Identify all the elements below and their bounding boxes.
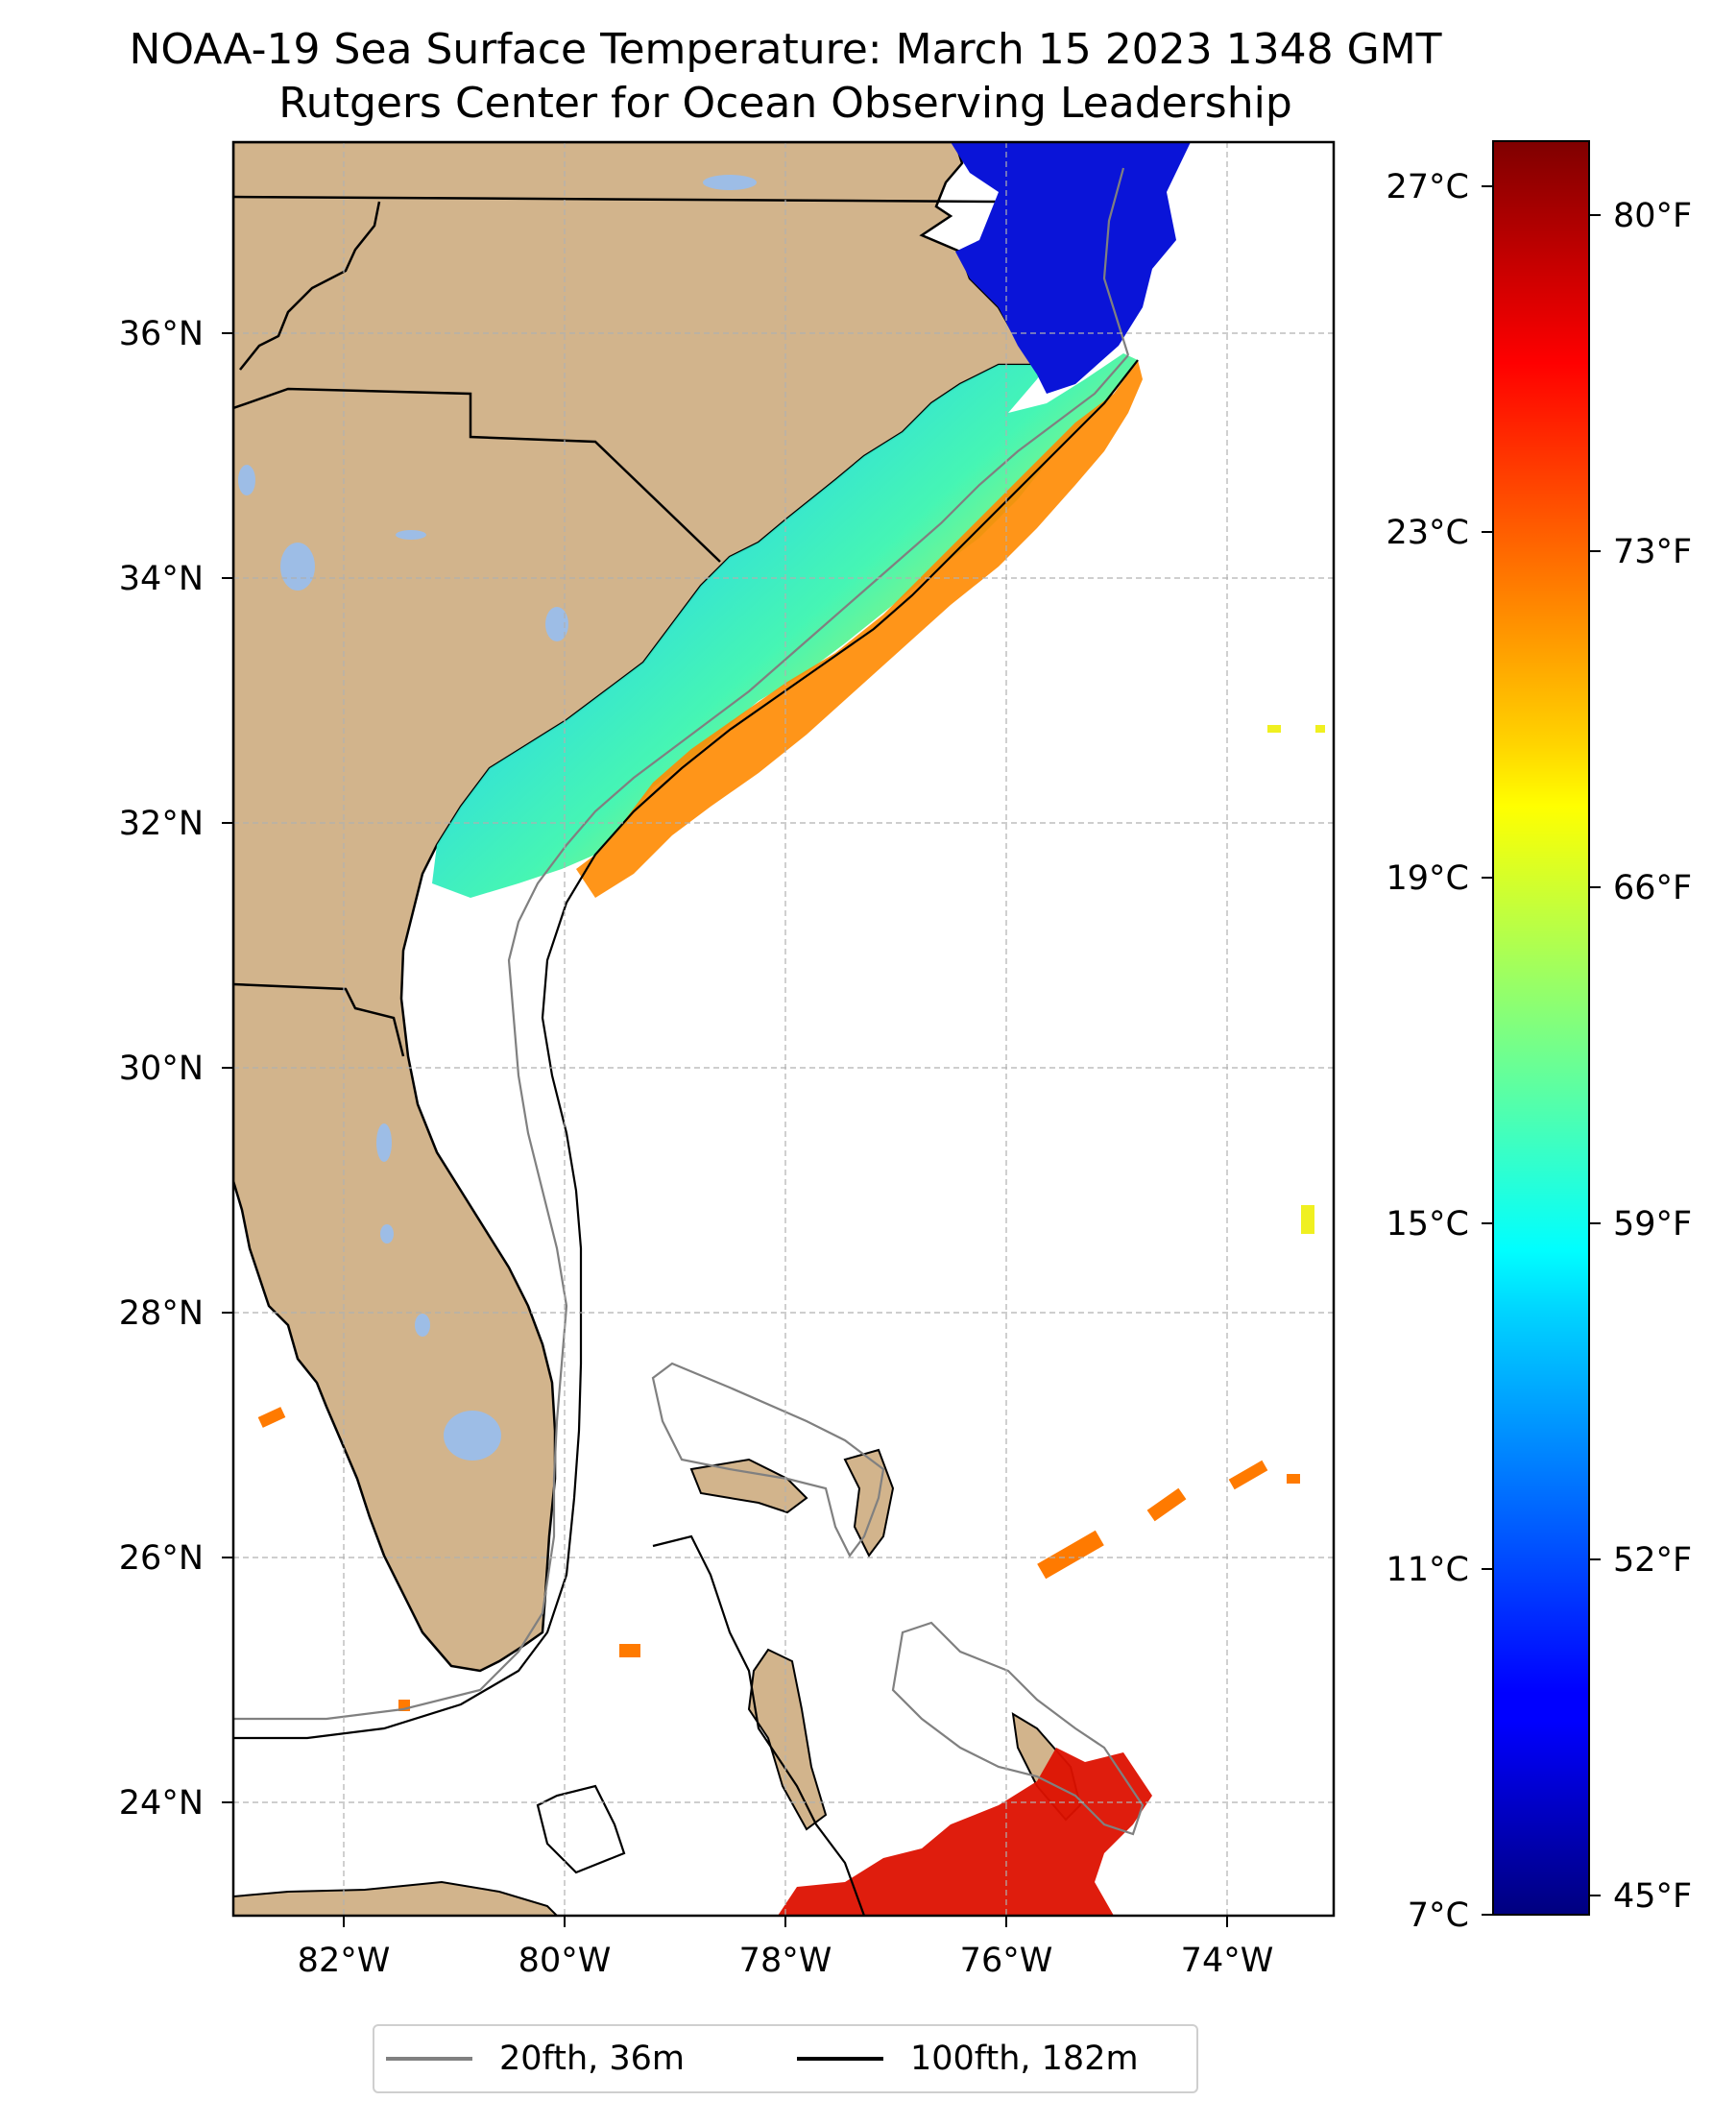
lake [280,543,315,591]
colorbar-celsius-label: 27°C [1386,168,1469,206]
legend-label-20fth: 20fth, 36m [499,2040,686,2078]
colorbar-celsius-label: 15°C [1386,1205,1469,1244]
lake [238,465,255,495]
lake [380,1224,394,1244]
lake [415,1314,430,1337]
lake [396,530,426,540]
legend-item-20fth: 20fth, 36m [386,2026,685,2091]
lake [703,175,757,190]
lake-okeechobee [444,1411,501,1461]
colorbar-fahrenheit-label: 45°F [1613,1877,1692,1916]
legend-line-20fth [386,2057,472,2061]
legend-line-100fth [797,2057,883,2061]
land-cuba [233,1880,559,1916]
map-frame [231,140,1336,1918]
legend-label-100fth: 100fth, 182m [910,2040,1139,2078]
colorbar-celsius-label: 11°C [1386,1551,1469,1589]
map-panel [233,142,1334,1916]
colorbar-celsius-label: 19°C [1386,859,1469,898]
sst-cold-north [951,142,1191,394]
gridlines [233,142,1334,1916]
lat-axis [222,332,233,1803]
lat-tick-label: 26°N [119,1539,204,1578]
lon-tick-label: 80°W [518,1942,612,1980]
lon-tick-label: 82°W [298,1942,391,1980]
sst-yellow-patches [1267,725,1325,1234]
lake [545,607,568,641]
lake [376,1123,392,1162]
sst-warm-patches [257,1407,1300,1711]
sst-warm-edge [576,360,1143,898]
lon-tick-label: 74°W [1181,1942,1274,1980]
colorbar-fahrenheit-label: 73°F [1613,533,1692,571]
colorbar-celsius-label: 23°C [1386,514,1469,552]
legend: 20fth, 36m 100fth, 182m [373,2024,1198,2093]
lon-axis [343,1916,1228,1927]
contour-20fth [233,167,1145,1836]
colorbar-fahrenheit-label: 52°F [1613,1541,1692,1580]
colorbar-celsius-label: 7°C [1408,1896,1469,1935]
contour-100fth [233,359,1139,1916]
lat-tick-label: 28°N [119,1294,204,1333]
state-borders [233,195,1000,1057]
lat-tick-label: 34°N [119,560,204,598]
map-title: NOAA-19 Sea Surface Temperature: March 1… [129,25,1442,74]
sst-warm-south [778,1748,1152,1916]
colorbar-fahrenheit-label: 59°F [1613,1205,1692,1244]
colorbar [1492,140,1590,1916]
legend-item-100fth: 100fth, 182m [797,2026,1139,2091]
map-subtitle: Rutgers Center for Ocean Observing Leade… [278,79,1292,128]
lon-tick-label: 78°W [739,1942,832,1980]
lat-tick-label: 24°N [119,1784,204,1823]
lat-tick-label: 36°N [119,315,204,353]
colorbar-fahrenheit-label: 80°F [1613,197,1692,235]
lat-tick-label: 30°N [119,1050,204,1088]
lon-tick-label: 76°W [960,1942,1053,1980]
colorbar-ticks [1482,185,1601,1916]
lat-tick-label: 32°N [119,805,204,843]
land-bahamas [689,1448,1082,1831]
colorbar-fahrenheit-label: 66°F [1613,869,1692,907]
